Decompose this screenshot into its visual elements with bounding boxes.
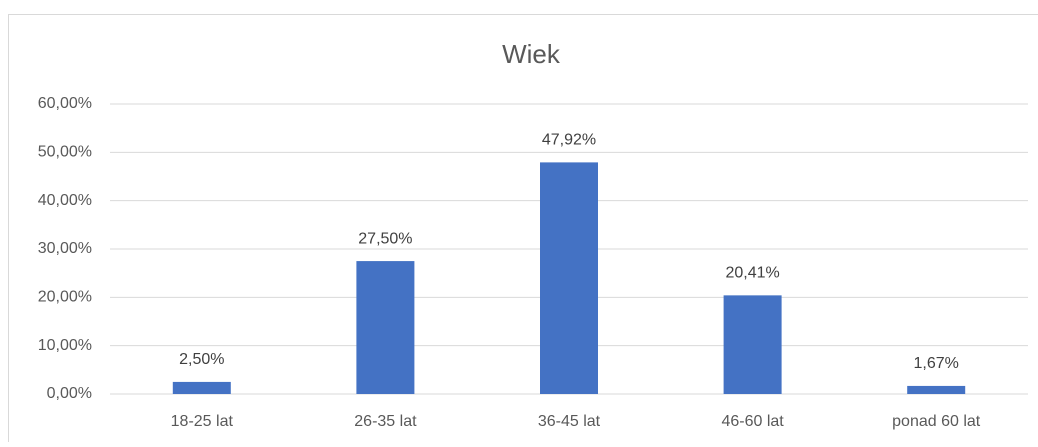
bar bbox=[907, 386, 965, 394]
chart-border bbox=[9, 15, 1038, 443]
bar bbox=[540, 162, 598, 394]
x-tick-label: 46-60 lat bbox=[721, 413, 784, 430]
data-label: 47,92% bbox=[542, 132, 596, 149]
data-label: 27,50% bbox=[358, 230, 412, 247]
x-tick-label: 36-45 lat bbox=[538, 413, 601, 430]
bar bbox=[356, 261, 414, 394]
data-label: 20,41% bbox=[725, 265, 779, 282]
y-tick-label: 60,00% bbox=[38, 95, 92, 112]
bar bbox=[724, 295, 782, 394]
y-tick-label: 0,00% bbox=[47, 385, 92, 402]
y-tick-label: 30,00% bbox=[38, 240, 92, 257]
x-tick-label: 26-35 lat bbox=[354, 413, 417, 430]
data-label: 2,50% bbox=[179, 351, 224, 368]
chart-title: Wiek bbox=[502, 39, 561, 69]
y-tick-label: 20,00% bbox=[38, 289, 92, 306]
bar bbox=[173, 382, 231, 394]
y-tick-label: 50,00% bbox=[38, 144, 92, 161]
x-tick-label: ponad 60 lat bbox=[892, 413, 981, 430]
y-tick-label: 40,00% bbox=[38, 192, 92, 209]
x-tick-label: 18-25 lat bbox=[171, 413, 234, 430]
data-label: 1,67% bbox=[914, 355, 959, 372]
y-tick-label: 10,00% bbox=[38, 337, 92, 354]
